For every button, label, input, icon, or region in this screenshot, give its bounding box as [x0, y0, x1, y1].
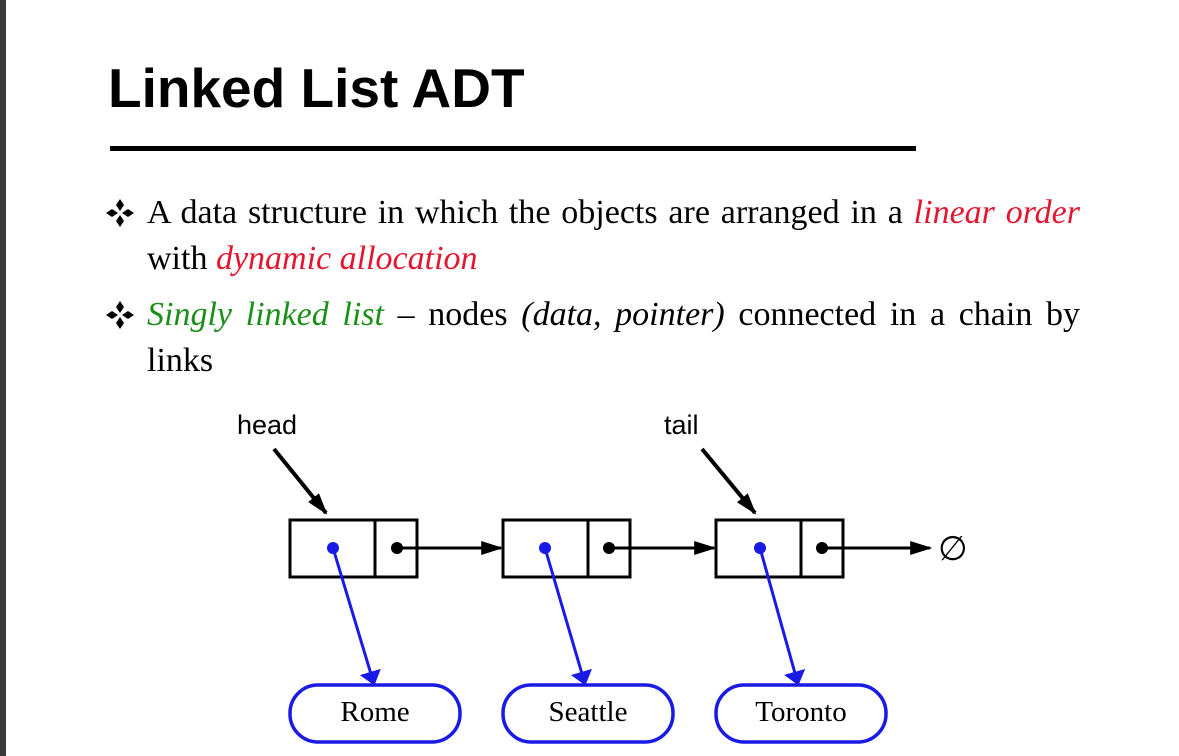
diamond-bullet-icon	[106, 199, 134, 227]
bullet-1-dynamic-allocation: dynamic allocation	[215, 240, 478, 277]
null-symbol: ∅	[938, 530, 968, 568]
data-element-box	[288, 683, 462, 744]
data-element-seattle: Seattle	[501, 683, 675, 744]
bullet-1: A data structure in which the objects ar…	[104, 190, 1080, 282]
data-element-rome: Rome	[288, 683, 462, 744]
head-label: head	[237, 410, 297, 440]
data-element-label: Rome	[340, 696, 409, 728]
head-pointer-arrow	[272, 447, 328, 515]
data-pointer-arrow	[331, 547, 381, 686]
bullet-1-plain: A data structure in which the objects ar…	[147, 194, 914, 231]
data-element-box	[714, 683, 888, 744]
bullet-2-nodes: – nodes	[383, 296, 522, 333]
tail-label: tail	[664, 410, 699, 440]
bullet-1-text: A data structure in which the objects ar…	[147, 190, 1080, 282]
data-pointer-arrow	[543, 547, 592, 686]
data-element-box	[501, 683, 675, 744]
bullet-2-chain: connected in a chain by links	[147, 296, 1080, 379]
bullet-1-with: with	[147, 240, 216, 277]
data-element-toronto: Toronto	[714, 683, 888, 744]
data-element-label: Seattle	[549, 696, 628, 728]
diamond-bullet-icon	[106, 301, 134, 329]
data-pointer-arrow	[758, 547, 806, 686]
bullet-2-singly-linked-list: Singly linked list	[147, 296, 384, 333]
data-element-label: Toronto	[755, 696, 846, 728]
slide-title: Linked List ADT	[108, 57, 525, 119]
bullet-1-linear-order: linear order	[913, 194, 1081, 231]
window-edge	[0, 0, 6, 756]
tail-pointer-arrow	[700, 447, 757, 515]
bullet-2-data-pointer: (data, pointer)	[521, 296, 725, 333]
list-node	[288, 518, 419, 579]
bullet-2: Singly linked list – nodes (data, pointe…	[104, 292, 1080, 384]
title-divider	[110, 146, 916, 151]
bullet-2-text: Singly linked list – nodes (data, pointe…	[147, 292, 1080, 384]
